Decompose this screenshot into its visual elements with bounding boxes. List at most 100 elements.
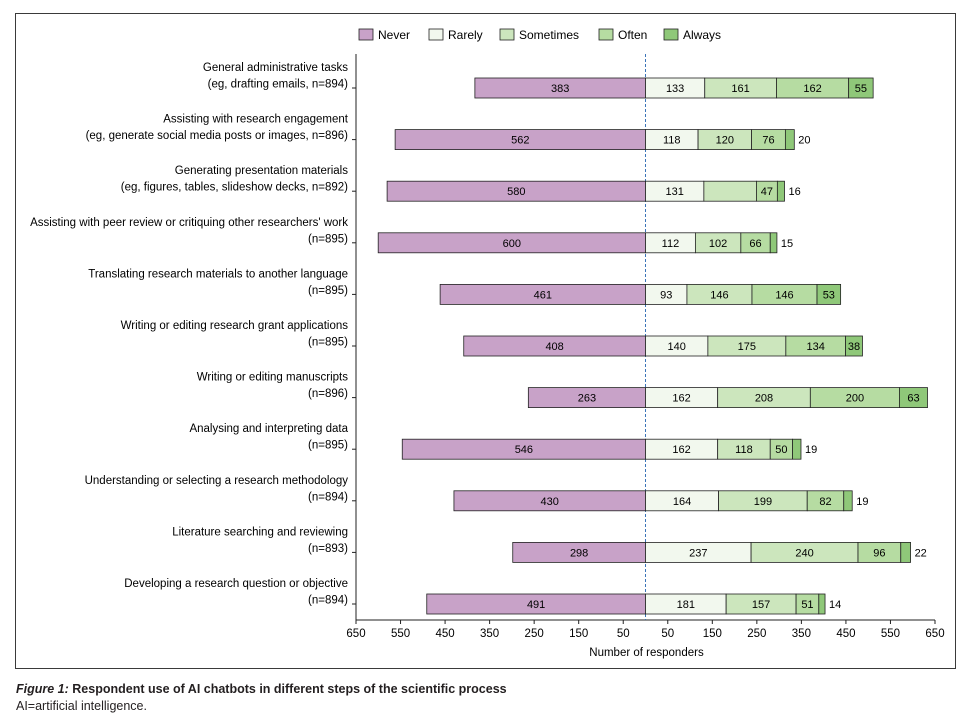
bar-label-rarely: 140 (668, 341, 686, 353)
bar-label-rarely: 112 (662, 238, 680, 250)
category-label: Generating presentation materials (175, 165, 348, 177)
bar-label-never: 430 (541, 496, 559, 508)
bar-always (816, 283, 842, 305)
bar-label-sometimes: 175 (738, 341, 756, 353)
bar-label-rarely: 237 (689, 547, 707, 559)
bar-label-rarely: 93 (660, 289, 672, 301)
bar-always (843, 490, 853, 512)
bar-label-never: 461 (534, 289, 552, 301)
legend-swatch-never (358, 28, 374, 41)
figure-caption: Figure 1: Respondent use of AI chatbots … (16, 681, 507, 715)
x-tick-label: 450 (836, 628, 855, 640)
bar-label-always: 22 (915, 547, 927, 559)
legend-label-sometimes: Sometimes (519, 28, 579, 42)
legend-swatch-sometimes (499, 28, 515, 41)
category-label-detail: (eg, generate social media posts or imag… (86, 130, 349, 142)
bar-always (899, 387, 928, 409)
x-tick-label: 50 (661, 628, 674, 640)
bar-label-always: 19 (856, 496, 868, 508)
bar-label-sometimes: 199 (754, 496, 772, 508)
bar-label-always: 16 (788, 186, 800, 198)
category-label: Developing a research question or object… (124, 578, 348, 590)
bar-label-always: 53 (823, 289, 835, 301)
category-label-detail: (n=893) (308, 543, 348, 555)
figure-frame (15, 13, 956, 669)
bar-label-sometimes: 208 (755, 393, 773, 405)
category-label: Assisting with research engagement (163, 114, 349, 126)
category-label-detail: (eg, figures, tables, slideshow decks, n… (121, 182, 348, 194)
bar-label-never: 600 (503, 238, 521, 250)
bar-label-often: 47 (761, 186, 773, 198)
bar-label-never: 491 (527, 599, 545, 611)
bar-label-rarely: 164 (673, 496, 691, 508)
bar-label-never: 546 (515, 444, 533, 456)
bar-label-always: 14 (829, 599, 841, 611)
bar-always (784, 129, 795, 151)
category-label: Understanding or selecting a research me… (85, 475, 349, 487)
x-tick-label: 250 (525, 628, 544, 640)
category-label: Writing or editing manuscripts (197, 372, 349, 384)
category-label: Literature searching and reviewing (172, 526, 348, 538)
bar-label-often: 134 (807, 341, 825, 353)
bar-label-sometimes: 157 (752, 599, 770, 611)
category-label-detail: (n=894) (308, 491, 348, 503)
legend-swatch-always (663, 28, 679, 41)
bar-always (818, 593, 826, 615)
bar-label-rarely: 162 (672, 393, 690, 405)
x-tick-label: 650 (346, 628, 365, 640)
x-tick-label: 150 (569, 628, 588, 640)
bar-label-often: 51 (801, 599, 813, 611)
bar-label-sometimes: 118 (735, 444, 753, 456)
bar-always (792, 438, 802, 460)
bar-label-never: 408 (545, 341, 563, 353)
bar-label-rarely: 181 (677, 599, 695, 611)
bar-always (848, 77, 874, 99)
category-label: Assisting with peer review or critiquing… (30, 217, 348, 229)
bar-label-often: 146 (775, 289, 793, 301)
category-label: General administrative tasks (203, 62, 348, 74)
bar-label-rarely: 131 (666, 186, 684, 198)
x-tick-label: 50 (617, 628, 630, 640)
x-tick-label: 150 (703, 628, 722, 640)
bar-label-rarely: 118 (663, 135, 681, 147)
bar-label-rarely: 133 (666, 83, 684, 95)
bar-always (769, 232, 778, 254)
category-label-detail: (n=895) (308, 233, 348, 245)
bar-label-never: 383 (551, 83, 569, 95)
bar-always (845, 335, 863, 357)
category-label: Translating research materials to anothe… (88, 268, 348, 280)
legend-label-often: Often (618, 28, 647, 42)
bar-label-always: 20 (798, 135, 810, 147)
category-label-detail: (n=895) (308, 337, 348, 349)
bar-label-always: 19 (805, 444, 817, 456)
category-label-detail: (n=894) (308, 595, 348, 607)
x-axis-title: Number of responders (589, 647, 704, 659)
bar-label-always: 15 (781, 238, 793, 250)
bar-always (900, 542, 911, 563)
bar-label-never: 562 (511, 135, 529, 147)
bar-label-often: 162 (803, 83, 821, 95)
category-label-detail: (n=895) (308, 440, 348, 452)
figure-title: Respondent use of AI chatbots in differe… (72, 682, 507, 696)
bar-label-often: 96 (873, 547, 885, 559)
legend-label-rarely: Rarely (448, 28, 483, 42)
category-label-detail: (n=895) (308, 285, 348, 297)
figure-label: Figure 1: (16, 682, 69, 696)
x-tick-label: 250 (747, 628, 766, 640)
category-label-detail: (eg, drafting emails, n=894) (208, 79, 348, 91)
legend-label-always: Always (683, 28, 721, 42)
bar-always (776, 180, 785, 202)
bar-label-sometimes: 102 (709, 238, 727, 250)
bar-label-often: 66 (749, 238, 761, 250)
x-tick-label: 350 (792, 628, 811, 640)
legend-swatch-rarely (428, 28, 444, 41)
bar-label-sometimes: 161 (731, 83, 749, 95)
legend-swatch-often (598, 28, 614, 41)
category-label: Writing or editing research grant applic… (121, 320, 349, 332)
legend-label-never: Never (378, 28, 410, 42)
x-tick-label: 450 (435, 628, 454, 640)
bar-label-always: 55 (855, 83, 867, 95)
bar-label-always: 63 (907, 393, 919, 405)
bar-label-sometimes: 120 (716, 135, 734, 147)
